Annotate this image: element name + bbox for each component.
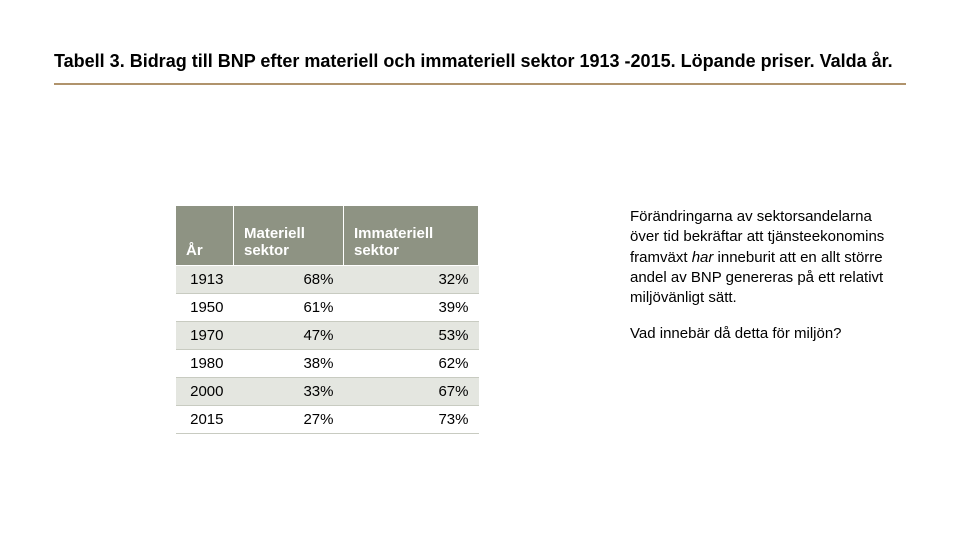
cell-year: 1970 xyxy=(176,322,234,350)
data-table: År Materiell sektor Immateriell sektor 1… xyxy=(175,205,479,434)
cell-material: 27% xyxy=(234,406,344,434)
table-row: 1970 47% 53% xyxy=(176,322,479,350)
cell-material: 68% xyxy=(234,266,344,294)
col-header-immaterial: Immateriell sektor xyxy=(344,206,479,266)
table-caption: Tabell 3. Bidrag till BNP efter materiel… xyxy=(54,48,906,85)
commentary-block: Förändringarna av sektorsandelarna över … xyxy=(630,207,890,361)
cell-immaterial: 62% xyxy=(344,350,479,378)
cell-immaterial: 53% xyxy=(344,322,479,350)
table-row: 1950 61% 39% xyxy=(176,294,479,322)
cell-material: 61% xyxy=(234,294,344,322)
cell-year: 1913 xyxy=(176,266,234,294)
table-row: 1980 38% 62% xyxy=(176,350,479,378)
commentary-paragraph-2: Vad innebär då detta för miljön? xyxy=(630,324,890,344)
cell-immaterial: 73% xyxy=(344,406,479,434)
table-row: 2000 33% 67% xyxy=(176,378,479,406)
col-header-year: År xyxy=(176,206,234,266)
cell-year: 2015 xyxy=(176,406,234,434)
table-header-row: År Materiell sektor Immateriell sektor xyxy=(176,206,479,266)
cell-material: 38% xyxy=(234,350,344,378)
cell-immaterial: 39% xyxy=(344,294,479,322)
cell-immaterial: 67% xyxy=(344,378,479,406)
commentary-paragraph-1: Förändringarna av sektorsandelarna över … xyxy=(630,207,890,308)
cell-year: 1980 xyxy=(176,350,234,378)
cell-year: 1950 xyxy=(176,294,234,322)
data-table-container: År Materiell sektor Immateriell sektor 1… xyxy=(175,205,479,434)
cell-immaterial: 32% xyxy=(344,266,479,294)
p1-emphasis: har xyxy=(692,249,714,266)
cell-material: 33% xyxy=(234,378,344,406)
table-row: 1913 68% 32% xyxy=(176,266,479,294)
cell-material: 47% xyxy=(234,322,344,350)
cell-year: 2000 xyxy=(176,378,234,406)
col-header-material: Materiell sektor xyxy=(234,206,344,266)
table-row: 2015 27% 73% xyxy=(176,406,479,434)
